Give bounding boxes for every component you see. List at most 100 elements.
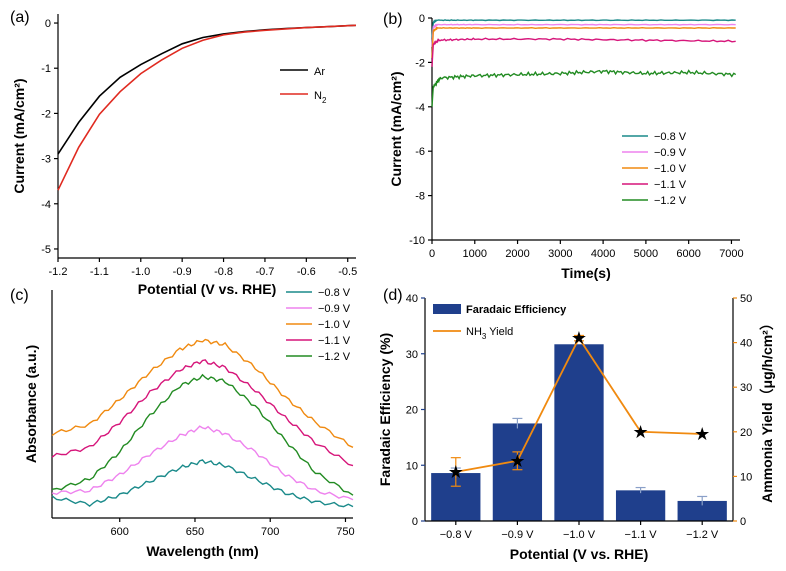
- x-tick-label: 1000: [463, 248, 487, 260]
- panel-label: (d): [383, 287, 403, 304]
- series-line-ar: [57, 24, 357, 155]
- y-tick-label: 0: [412, 516, 418, 528]
- x-axis-title: Time(s): [561, 265, 611, 281]
- panel-d: ★ ★ ★ ★ ★ 0 10 20 30 40 0 10 20 30 40 50 −0.8 V −0.9 V −1.…: [377, 287, 775, 562]
- yield-star-marker: ★: [571, 328, 587, 348]
- y-tick-label: -4: [415, 102, 425, 114]
- panel-a: -1.2 -1.1 -1.0 -0.9 -0.8 -0.7 -0.6 -0.5 0 -1 -2 -3 -…: [10, 9, 357, 297]
- x-tick-label: 5000: [634, 248, 658, 260]
- x-tick-label: -0.9: [173, 266, 192, 278]
- panel-label: (a): [10, 9, 30, 26]
- x-tick-label: 0: [429, 248, 435, 260]
- legend-label: N2: [314, 90, 327, 105]
- legend-label: −1.2 V: [318, 351, 351, 363]
- series-line: [51, 338, 354, 448]
- x-tick-label: −0.9 V: [501, 529, 534, 541]
- legend-label-suffix: Yield: [486, 326, 513, 338]
- legend-label-base: N: [314, 90, 322, 102]
- y-tick-label: 40: [406, 293, 418, 305]
- x-tick-label: −1.0 V: [563, 529, 596, 541]
- legend-label: −0.9 V: [318, 303, 351, 315]
- y2-tick-label: 30: [740, 382, 752, 394]
- x-tick-label: 3000: [548, 248, 572, 260]
- yield-star-marker: ★: [694, 424, 710, 444]
- x-tick-label: 600: [111, 526, 129, 538]
- x-tick-label: -0.5: [338, 266, 357, 278]
- x-axis-title: Wavelength (nm): [146, 543, 258, 559]
- series-line: [431, 37, 736, 67]
- x-tick-label: −1.1 V: [625, 529, 658, 541]
- y2-tick-label: 50: [740, 293, 752, 305]
- y2-tick-label: 0: [740, 516, 746, 528]
- series-line: [431, 26, 736, 59]
- legend-label-sub: 2: [322, 96, 327, 105]
- y-axis-title: Current (mA/cm²): [388, 71, 404, 186]
- series-line: [51, 373, 354, 496]
- y2-tick-label: 40: [740, 338, 752, 350]
- y-tick-label: -1: [41, 63, 51, 75]
- series-line-n2: [57, 24, 357, 191]
- fe-bar: [677, 500, 727, 521]
- y2-tick-label: 20: [740, 427, 752, 439]
- x-tick-label: -0.8: [214, 266, 233, 278]
- y-axis-title: Absorbance (a.u.): [23, 345, 39, 463]
- x-tick-label: 750: [336, 526, 354, 538]
- x-tick-label: -0.7: [255, 266, 274, 278]
- panel-b: 0 1000 2000 3000 4000 5000 6000 7000 0 -2 -4 -6 -8 -1…: [383, 11, 744, 281]
- y-tick-label: -10: [409, 235, 425, 247]
- yield-star-marker: ★: [509, 451, 525, 471]
- y2-tick-label: 10: [740, 471, 752, 483]
- x-tick-label: 2000: [505, 248, 529, 260]
- fe-bar: [554, 344, 604, 521]
- fe-bar: [615, 490, 666, 521]
- y-tick-label: -8: [415, 191, 425, 203]
- y-tick-label: -2: [415, 57, 425, 69]
- yield-star-marker: ★: [633, 422, 649, 442]
- x-tick-label: 700: [261, 526, 279, 538]
- y-tick-label: 0: [419, 13, 425, 25]
- y-axis-title: Current (mA/cm²): [11, 78, 27, 193]
- panel-label: (c): [10, 287, 29, 304]
- x-tick-label: -0.6: [297, 266, 316, 278]
- series-line: [431, 23, 736, 47]
- series-line: [51, 459, 354, 508]
- legend-label: NH3 Yield: [466, 326, 513, 341]
- fe-bar: [492, 423, 543, 521]
- x-tick-label: -1.2: [49, 266, 68, 278]
- y-tick-label: 10: [406, 460, 418, 472]
- x-tick-label: -1.1: [90, 266, 109, 278]
- panel-c: 600 650 700 750 (c) Wavelength (nm) Absorbance…: [10, 287, 355, 559]
- x-tick-label: 650: [186, 526, 204, 538]
- y-tick-label: -6: [415, 146, 425, 158]
- legend-label: −1.0 V: [654, 163, 687, 175]
- y2-axis-title: Ammonia Yield（μg/h/cm²）: [759, 316, 775, 503]
- yield-star-marker: ★: [448, 462, 464, 482]
- y-tick-label: -4: [41, 199, 51, 211]
- legend-label: Faradaic Efficiency: [466, 304, 567, 316]
- legend-label: −1.1 V: [654, 179, 687, 191]
- y-tick-label: 20: [406, 405, 418, 417]
- legend-label: −1.2 V: [654, 195, 687, 207]
- series-line: [51, 425, 354, 501]
- x-tick-label: 6000: [676, 248, 700, 260]
- series-line: [51, 359, 354, 467]
- x-tick-label: −0.8 V: [440, 529, 473, 541]
- legend-label: −0.8 V: [318, 287, 351, 299]
- legend-label: Ar: [314, 66, 325, 78]
- x-tick-label: 7000: [719, 248, 743, 260]
- y-axis-title: Faradaic Efficiency (%): [377, 333, 393, 486]
- legend-label-base: NH: [466, 326, 482, 338]
- legend-label: −0.9 V: [654, 147, 687, 159]
- y-tick-label: -2: [41, 108, 51, 120]
- series-line: [431, 69, 737, 107]
- y-tick-label: 30: [406, 349, 418, 361]
- x-tick-label: −1.2 V: [686, 529, 719, 541]
- legend-label: −0.8 V: [654, 131, 687, 143]
- y-tick-label: -3: [41, 154, 51, 166]
- legend-label: −1.0 V: [318, 319, 351, 331]
- legend-swatch-bar: [433, 304, 461, 314]
- x-axis-title: Potential (V vs. RHE): [510, 546, 648, 562]
- panel-label: (b): [383, 11, 403, 28]
- y-tick-label: -5: [41, 244, 51, 256]
